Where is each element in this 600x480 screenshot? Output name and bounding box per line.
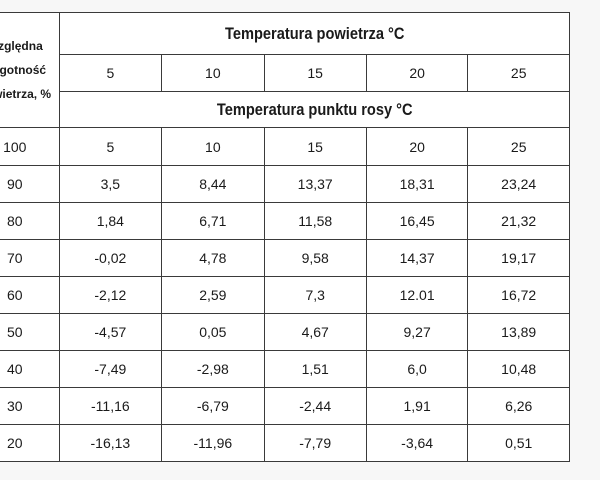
- table-row: 80 1,84 6,71 11,58 16,45 21,32: [0, 202, 570, 240]
- dew-point-cell: 7,3: [263, 276, 367, 314]
- dew-point-cell: -11,96: [161, 424, 265, 462]
- table-row: 100 5 10 15 20 25: [0, 127, 570, 166]
- humidity-header-line-3: powietrza, %: [0, 87, 52, 101]
- humidity-cell: 20: [0, 424, 60, 462]
- humidity-cell: 30: [0, 387, 60, 425]
- dew-point-title: Temperatura punktu rosy °C: [216, 99, 413, 119]
- dew-point-cell: 6,0: [365, 350, 469, 388]
- dew-point-cell: 9,27: [365, 313, 469, 351]
- table-row: 20 -16,13 -11,96 -7,79 -3,64 0,51: [0, 424, 570, 462]
- dew-point-cell: 1,51: [263, 350, 367, 388]
- dew-point-cell: 20: [365, 127, 469, 166]
- humidity-header-line-2: wilgotność: [0, 63, 47, 77]
- dew-point-cell: -0,02: [58, 239, 163, 277]
- dew-point-cell: 19,17: [467, 239, 570, 277]
- dew-point-cell: 3,5: [58, 165, 163, 203]
- dew-point-cell: 1,84: [58, 202, 163, 240]
- air-temp-cell: 20: [365, 54, 469, 92]
- dew-point-cell: 10: [161, 127, 265, 166]
- humidity-cell: 40: [0, 350, 60, 388]
- dew-point-cell: -2,44: [263, 387, 367, 425]
- dew-point-cell: -6,79: [161, 387, 265, 425]
- humidity-cell: 60: [0, 276, 60, 314]
- dew-point-cell: 8,44: [161, 165, 265, 203]
- dew-point-cell: 0,05: [161, 313, 265, 351]
- dew-point-cell: 0,51: [467, 424, 570, 462]
- header-row-dew-point: Temperatura punktu rosy °C: [0, 91, 571, 128]
- humidity-cell: 90: [0, 165, 60, 203]
- dew-point-cell: -4,57: [58, 313, 163, 351]
- table-row: 90 3,5 8,44 13,37 18,31 23,24: [0, 165, 570, 203]
- humidity-cell: 50: [0, 313, 60, 351]
- dew-point-cell: 6,71: [161, 202, 265, 240]
- dew-point-cell: -2,12: [58, 276, 163, 314]
- dew-point-cell: -7,49: [58, 350, 163, 388]
- dew-point-cell: 5: [58, 127, 163, 166]
- dew-point-cell: 2,59: [161, 276, 265, 314]
- dew-point-cell: 4,67: [263, 313, 367, 351]
- dew-point-cell: -16,13: [58, 424, 163, 462]
- dew-point-cell: 14,37: [365, 239, 469, 277]
- table-row: 60 -2,12 2,59 7,3 12.01 16,72: [0, 276, 570, 314]
- air-temperature-header: Temperatura powietrza °C: [58, 12, 571, 55]
- table-row: 70 -0,02 4,78 9,58 14,37 19,17: [0, 239, 570, 277]
- dew-point-cell: 15: [263, 127, 367, 166]
- humidity-column-header: Względna wilgotność powietrza, %: [0, 12, 60, 128]
- header-row-air-temp: Względna wilgotność powietrza, % Tempera…: [0, 12, 571, 128]
- dew-point-cell: 16,72: [467, 276, 570, 314]
- dew-point-header: Temperatura punktu rosy °C: [58, 91, 571, 128]
- air-temp-cell: 25: [467, 54, 570, 92]
- table-row: 30 -11,16 -6,79 -2,44 1,91 6,26: [0, 387, 570, 425]
- dew-point-cell: 10,48: [467, 350, 570, 388]
- dew-point-cell: 25: [467, 127, 570, 166]
- dew-point-cell: 21,32: [467, 202, 570, 240]
- dew-point-cell: 13,37: [263, 165, 367, 203]
- dew-point-cell: -2,98: [161, 350, 265, 388]
- air-temp-cell: 15: [263, 54, 367, 92]
- dew-point-cell: 4,78: [161, 239, 265, 277]
- header-row-air-temp-values: 5 10 15 20 25: [0, 54, 570, 92]
- air-temperature-title: Temperatura powietrza °C: [224, 23, 404, 43]
- dew-point-cell: 11,58: [263, 202, 367, 240]
- table-row: 40 -7,49 -2,98 1,51 6,0 10,48: [0, 350, 570, 388]
- dew-point-cell: 12.01: [365, 276, 469, 314]
- dew-point-table: Względna wilgotność powietrza, % Tempera…: [0, 12, 571, 462]
- dew-point-cell: 18,31: [365, 165, 469, 203]
- air-temp-cell: 5: [58, 54, 163, 92]
- dew-point-cell: -7,79: [263, 424, 367, 462]
- dew-point-cell: 23,24: [467, 165, 570, 203]
- dew-point-cell: 9,58: [263, 239, 367, 277]
- humidity-cell: 70: [0, 239, 60, 277]
- humidity-cell: 100: [0, 127, 60, 166]
- dew-point-cell: 16,45: [365, 202, 469, 240]
- air-temp-cell: 10: [161, 54, 265, 92]
- dew-point-cell: 1,91: [365, 387, 469, 425]
- table-row: 50 -4,57 0,05 4,67 9,27 13,89: [0, 313, 570, 351]
- dew-point-cell: -3,64: [365, 424, 469, 462]
- dew-point-cell: 13,89: [467, 313, 570, 351]
- humidity-cell: 80: [0, 202, 60, 240]
- humidity-header-line-1: Względna: [0, 39, 43, 53]
- dew-point-cell: -11,16: [58, 387, 163, 425]
- dew-point-cell: 6,26: [467, 387, 570, 425]
